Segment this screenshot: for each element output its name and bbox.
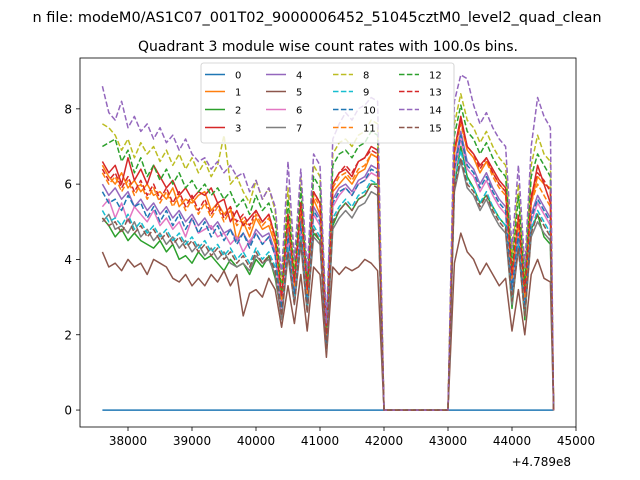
legend-label-1: 1 xyxy=(235,88,241,99)
legend-label-7: 7 xyxy=(296,124,302,135)
x-tick-label: 40000 xyxy=(237,434,275,448)
x-tick-label: 44000 xyxy=(493,434,531,448)
legend-label-14: 14 xyxy=(429,106,442,117)
legend-label-2: 2 xyxy=(235,106,241,117)
legend-label-12: 12 xyxy=(429,71,442,82)
legend-label-10: 10 xyxy=(363,106,376,117)
legend-label-15: 15 xyxy=(429,124,442,135)
x-tick-label: 43000 xyxy=(429,434,467,448)
x-tick-label: 45000 xyxy=(557,434,595,448)
legend-label-0: 0 xyxy=(235,71,241,82)
legend-label-9: 9 xyxy=(363,88,369,99)
chart-title: Quadrant 3 module wise count rates with … xyxy=(138,39,518,55)
x-tick-label: 41000 xyxy=(301,434,339,448)
x-tick-label: 42000 xyxy=(365,434,403,448)
legend-label-6: 6 xyxy=(296,106,302,117)
y-tick-label: 2 xyxy=(64,328,72,342)
legend-label-3: 3 xyxy=(235,124,241,135)
legend-label-4: 4 xyxy=(296,71,302,82)
x-tick-label: 38000 xyxy=(109,434,147,448)
legend-label-11: 11 xyxy=(363,124,376,135)
legend-label-13: 13 xyxy=(429,88,442,99)
y-tick-label: 6 xyxy=(64,178,72,192)
y-tick-label: 4 xyxy=(64,253,72,267)
x-axis-offset-label: +4.789e8 xyxy=(512,455,571,469)
legend-label-5: 5 xyxy=(296,88,302,99)
legend-label-8: 8 xyxy=(363,71,369,82)
y-tick-label: 8 xyxy=(64,102,72,116)
figure-suptitle: n file: modeM0/AS1C07_001T02_9000006452_… xyxy=(32,10,601,26)
y-tick-label: 0 xyxy=(64,404,72,418)
x-tick-label: 39000 xyxy=(173,434,211,448)
